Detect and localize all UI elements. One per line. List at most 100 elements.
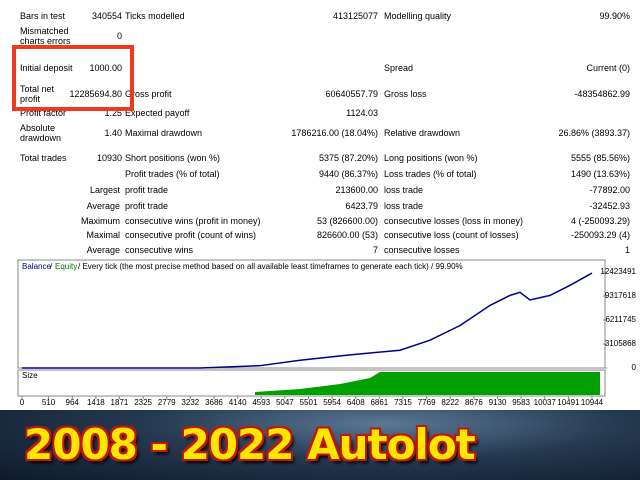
report-label: Total net profit: [20, 84, 55, 104]
report-value: 10930: [96, 153, 122, 163]
x-tick-label: 8222: [441, 398, 459, 407]
report-value: 5375 (87.20%): [318, 153, 378, 163]
report-value: 12285694.80: [69, 89, 122, 99]
report-value: 99.90%: [599, 11, 630, 21]
x-tick-label: 4593: [252, 398, 270, 407]
report-label: Average: [86, 201, 120, 211]
report-value: 1.40: [104, 128, 122, 138]
report-value: 1786216.00 (18.04%): [291, 128, 378, 138]
x-tick-label: 1418: [87, 398, 105, 407]
report-value: 413125077: [332, 11, 378, 21]
x-tick-label: 6861: [370, 398, 388, 407]
size-area: [255, 372, 600, 395]
x-tick-label: 10491: [557, 398, 580, 407]
report-value: 26.86% (3893.37): [558, 128, 630, 138]
legend-rest: / Every tick (the most precise method ba…: [78, 262, 463, 271]
report-label: Largest: [89, 185, 120, 195]
report-value: 9440 (86.37%): [318, 169, 378, 179]
report-value: 1.25: [104, 108, 122, 118]
report-label: loss trade: [384, 201, 424, 211]
banner: 2008 - 2022 Autolot: [0, 410, 640, 480]
x-tick-label: 5954: [323, 398, 341, 407]
report-label: consecutive wins: [125, 245, 194, 255]
report-value: 6423.79: [345, 201, 378, 211]
y-tick-label: 9317618: [605, 291, 637, 300]
report-value: 53 (826600.00): [316, 216, 378, 226]
report-label: Short positions (won %): [125, 153, 221, 163]
x-tick-label: 6408: [347, 398, 365, 407]
x-tick-label: 5501: [300, 398, 318, 407]
report-label: Maximum: [80, 216, 120, 226]
report-label: Ticks modelled: [125, 11, 185, 21]
report-value: 340554: [91, 11, 122, 21]
y-tick-label: 3105868: [605, 339, 637, 348]
plot-frame: [17, 259, 606, 369]
report-label: Total trades: [20, 153, 67, 163]
report-label: Absolute drawdown: [20, 123, 62, 143]
balance-line: [22, 272, 593, 369]
report-label: Initial deposit: [20, 63, 73, 73]
x-tick-label: 10037: [534, 398, 557, 407]
legend-sep: /: [50, 262, 53, 271]
report-label: profit trade: [125, 185, 169, 195]
report-value: 826600.00 (53): [316, 230, 378, 240]
report-label: consecutive losses (loss in money): [384, 216, 524, 226]
x-tick-label: 7769: [418, 398, 436, 407]
x-tick-label: 7315: [394, 398, 412, 407]
report-label: Modelling quality: [384, 11, 452, 21]
report-value: -32452.93: [589, 201, 630, 211]
report-value: -48354862.99: [574, 89, 630, 99]
report-label: loss trade: [384, 185, 424, 195]
report-label: consecutive losses: [384, 245, 460, 255]
legend-equity: Equity: [55, 262, 77, 271]
report-label: Mismatched charts errors: [20, 26, 71, 46]
report-value: -250093.29 (4): [570, 230, 630, 240]
report-label: consecutive profit (count of wins): [125, 230, 257, 240]
report-value: 1124.03: [346, 108, 378, 118]
y-tick-label: 0: [632, 363, 637, 372]
x-tick-label: 964: [66, 398, 80, 407]
x-tick-label: 4140: [229, 398, 247, 407]
x-tick-label: 2325: [134, 398, 152, 407]
x-tick-label: 510: [42, 398, 56, 407]
report-value: 0: [116, 31, 122, 41]
x-tick-label: 9130: [489, 398, 507, 407]
report-value: 213600.00: [335, 185, 378, 195]
x-tick-label: 3232: [181, 398, 199, 407]
report-value: 4 (-250093.29): [570, 216, 630, 226]
legend-balance: Balance: [22, 262, 51, 271]
report-label: Expected payoff: [125, 108, 190, 118]
x-tick-label: 10944: [581, 398, 604, 407]
report-label: Gross profit: [125, 89, 172, 99]
report-label: Profit factor: [20, 108, 67, 118]
x-tick-label: 2779: [158, 398, 176, 407]
x-tick-label: 5047: [276, 398, 294, 407]
y-tick-label: 12423491: [600, 267, 636, 276]
x-tick-label: 9583: [512, 398, 530, 407]
balance-chart: Balance / Equity / Every tick (the most …: [17, 259, 637, 407]
x-tick-label: 3686: [205, 398, 223, 407]
report-label: Maximal drawdown: [125, 128, 203, 138]
size-label: Size: [22, 371, 38, 380]
report-label: Gross loss: [384, 89, 427, 99]
report-value: 5555 (85.56%): [570, 153, 630, 163]
y-tick-label: 6211745: [605, 315, 636, 324]
report-label: Maximal: [86, 230, 120, 240]
report-label: consecutive wins (profit in money): [125, 216, 261, 226]
highlight-box: [12, 45, 134, 111]
x-tick-label: 8676: [465, 398, 483, 407]
report-label: Long positions (won %): [384, 153, 478, 163]
report-label: Profit trades (% of total): [125, 169, 220, 179]
x-tick-label: 0: [20, 398, 25, 407]
banner-title: 2008 - 2022 Autolot: [24, 420, 476, 469]
report-label: Average: [86, 245, 120, 255]
report-label: Bars in test: [20, 11, 66, 21]
report-value: 60640557.79: [325, 89, 378, 99]
report-label: profit trade: [125, 201, 169, 211]
report-value: 7: [372, 245, 378, 255]
report-label: Loss trades (% of total): [384, 169, 477, 179]
report-value: -77892.00: [589, 185, 630, 195]
report-value: 1490 (13.63%): [570, 169, 630, 179]
x-tick-label: 1871: [111, 398, 129, 407]
